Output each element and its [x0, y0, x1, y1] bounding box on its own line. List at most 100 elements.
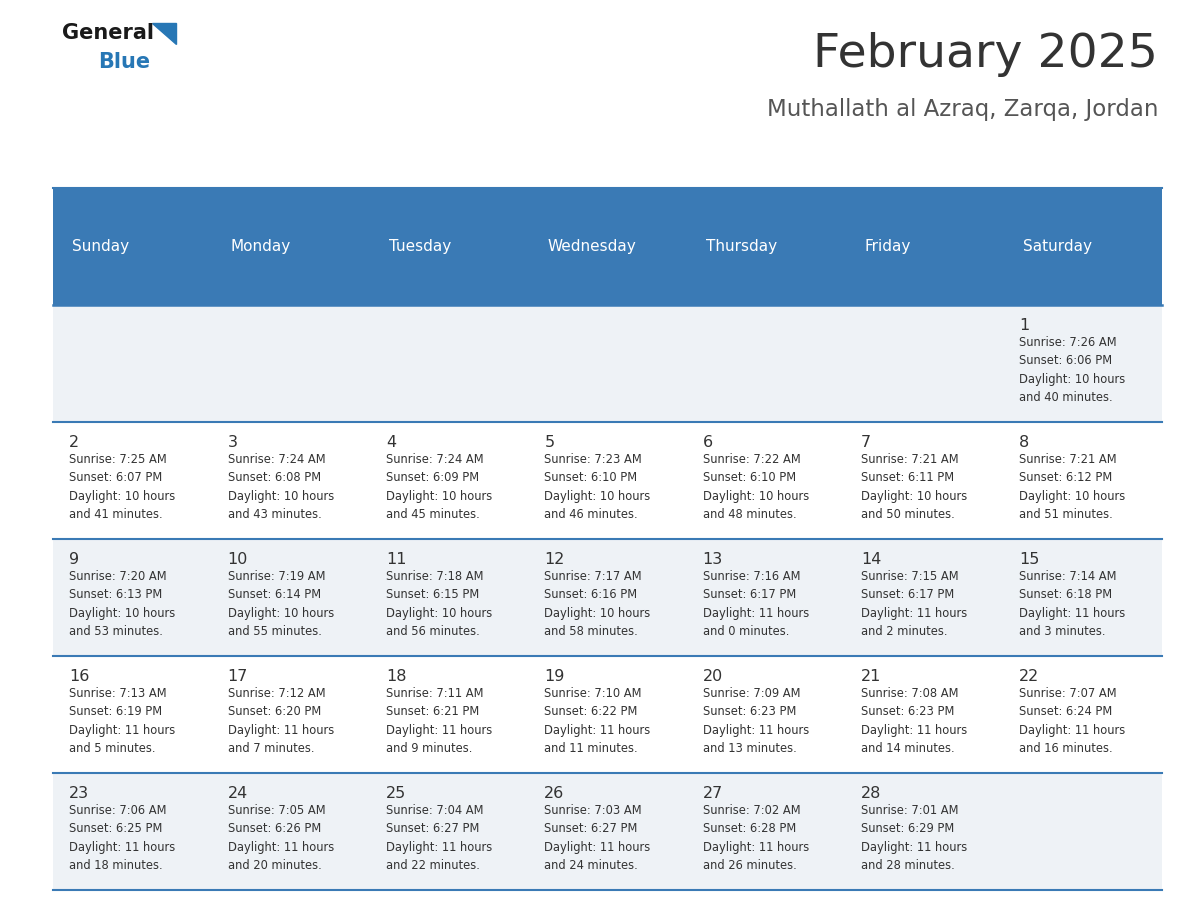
Text: Daylight: 11 hours: Daylight: 11 hours — [69, 723, 176, 737]
Bar — [53, 188, 1162, 305]
Text: Sunrise: 7:12 AM: Sunrise: 7:12 AM — [228, 687, 326, 700]
Text: Sunrise: 7:25 AM: Sunrise: 7:25 AM — [69, 453, 168, 465]
Text: and 56 minutes.: and 56 minutes. — [386, 625, 480, 638]
Text: Daylight: 11 hours: Daylight: 11 hours — [702, 723, 809, 737]
Text: Sunrise: 7:18 AM: Sunrise: 7:18 AM — [386, 570, 484, 583]
Text: Daylight: 11 hours: Daylight: 11 hours — [1019, 723, 1125, 737]
Text: Daylight: 11 hours: Daylight: 11 hours — [861, 723, 967, 737]
Text: and 43 minutes.: and 43 minutes. — [228, 509, 322, 521]
Text: and 11 minutes.: and 11 minutes. — [544, 743, 638, 756]
Text: Sunrise: 7:03 AM: Sunrise: 7:03 AM — [544, 804, 642, 817]
Text: and 45 minutes.: and 45 minutes. — [386, 509, 480, 521]
Text: 9: 9 — [69, 553, 80, 567]
Text: Friday: Friday — [864, 240, 910, 254]
Text: and 13 minutes.: and 13 minutes. — [702, 743, 796, 756]
Text: and 55 minutes.: and 55 minutes. — [228, 625, 322, 638]
Text: and 28 minutes.: and 28 minutes. — [861, 859, 955, 872]
Bar — [53, 422, 1162, 539]
Text: 27: 27 — [702, 787, 723, 801]
Text: and 0 minutes.: and 0 minutes. — [702, 625, 789, 638]
Text: and 50 minutes.: and 50 minutes. — [861, 509, 955, 521]
Text: Daylight: 10 hours: Daylight: 10 hours — [861, 489, 967, 503]
Text: and 5 minutes.: and 5 minutes. — [69, 743, 156, 756]
Text: 17: 17 — [228, 669, 248, 684]
Text: and 18 minutes.: and 18 minutes. — [69, 859, 163, 872]
Text: Sunrise: 7:15 AM: Sunrise: 7:15 AM — [861, 570, 959, 583]
Text: and 24 minutes.: and 24 minutes. — [544, 859, 638, 872]
Text: 8: 8 — [1019, 435, 1030, 450]
Text: Sunset: 6:18 PM: Sunset: 6:18 PM — [1019, 588, 1112, 601]
Text: Daylight: 10 hours: Daylight: 10 hours — [69, 607, 176, 620]
Text: and 7 minutes.: and 7 minutes. — [228, 743, 314, 756]
Text: Sunrise: 7:21 AM: Sunrise: 7:21 AM — [1019, 453, 1117, 465]
Text: Sunset: 6:07 PM: Sunset: 6:07 PM — [69, 471, 163, 484]
Text: Blue: Blue — [99, 52, 151, 73]
Text: Sunrise: 7:23 AM: Sunrise: 7:23 AM — [544, 453, 642, 465]
Text: Sunrise: 7:04 AM: Sunrise: 7:04 AM — [386, 804, 484, 817]
Text: Sunrise: 7:22 AM: Sunrise: 7:22 AM — [702, 453, 801, 465]
Text: 2: 2 — [69, 435, 80, 450]
Text: 11: 11 — [386, 553, 406, 567]
Text: Sunrise: 7:17 AM: Sunrise: 7:17 AM — [544, 570, 642, 583]
Text: Sunrise: 7:26 AM: Sunrise: 7:26 AM — [1019, 336, 1117, 349]
Text: 10: 10 — [228, 553, 248, 567]
Text: Sunset: 6:11 PM: Sunset: 6:11 PM — [861, 471, 954, 484]
Text: General: General — [62, 23, 153, 43]
Text: Sunset: 6:16 PM: Sunset: 6:16 PM — [544, 588, 638, 601]
Text: Sunrise: 7:13 AM: Sunrise: 7:13 AM — [69, 687, 168, 700]
Bar — [53, 539, 1162, 656]
Text: Sunrise: 7:16 AM: Sunrise: 7:16 AM — [702, 570, 801, 583]
Text: Sunrise: 7:07 AM: Sunrise: 7:07 AM — [1019, 687, 1117, 700]
Text: Sunset: 6:08 PM: Sunset: 6:08 PM — [228, 471, 321, 484]
Text: 13: 13 — [702, 553, 723, 567]
Text: and 3 minutes.: and 3 minutes. — [1019, 625, 1106, 638]
Text: 26: 26 — [544, 787, 564, 801]
Text: 23: 23 — [69, 787, 89, 801]
Text: Sunrise: 7:11 AM: Sunrise: 7:11 AM — [386, 687, 484, 700]
Text: Sunset: 6:28 PM: Sunset: 6:28 PM — [702, 823, 796, 835]
Text: Sunrise: 7:08 AM: Sunrise: 7:08 AM — [861, 687, 959, 700]
Text: Sunrise: 7:24 AM: Sunrise: 7:24 AM — [386, 453, 484, 465]
Text: Sunrise: 7:09 AM: Sunrise: 7:09 AM — [702, 687, 801, 700]
Text: Sunset: 6:19 PM: Sunset: 6:19 PM — [69, 705, 163, 718]
Text: Daylight: 10 hours: Daylight: 10 hours — [1019, 373, 1125, 386]
Text: Sunrise: 7:05 AM: Sunrise: 7:05 AM — [228, 804, 326, 817]
Text: Daylight: 11 hours: Daylight: 11 hours — [1019, 607, 1125, 620]
Text: Sunrise: 7:24 AM: Sunrise: 7:24 AM — [228, 453, 326, 465]
Text: and 20 minutes.: and 20 minutes. — [228, 859, 322, 872]
Text: Daylight: 11 hours: Daylight: 11 hours — [228, 723, 334, 737]
Text: Daylight: 10 hours: Daylight: 10 hours — [69, 489, 176, 503]
Text: Sunset: 6:25 PM: Sunset: 6:25 PM — [69, 823, 163, 835]
Text: Sunset: 6:10 PM: Sunset: 6:10 PM — [702, 471, 796, 484]
Text: Sunrise: 7:19 AM: Sunrise: 7:19 AM — [228, 570, 326, 583]
Text: and 53 minutes.: and 53 minutes. — [69, 625, 163, 638]
Text: Daylight: 10 hours: Daylight: 10 hours — [544, 607, 651, 620]
Text: Daylight: 11 hours: Daylight: 11 hours — [861, 841, 967, 854]
Text: 15: 15 — [1019, 553, 1040, 567]
Text: 18: 18 — [386, 669, 406, 684]
Text: 6: 6 — [702, 435, 713, 450]
Text: and 2 minutes.: and 2 minutes. — [861, 625, 948, 638]
Text: and 48 minutes.: and 48 minutes. — [702, 509, 796, 521]
Text: Daylight: 11 hours: Daylight: 11 hours — [544, 841, 651, 854]
Text: and 22 minutes.: and 22 minutes. — [386, 859, 480, 872]
Text: 21: 21 — [861, 669, 881, 684]
Text: Sunrise: 7:06 AM: Sunrise: 7:06 AM — [69, 804, 166, 817]
Text: Daylight: 10 hours: Daylight: 10 hours — [228, 489, 334, 503]
Text: and 14 minutes.: and 14 minutes. — [861, 743, 955, 756]
Text: 22: 22 — [1019, 669, 1040, 684]
Text: Tuesday: Tuesday — [390, 240, 451, 254]
Text: Daylight: 11 hours: Daylight: 11 hours — [228, 841, 334, 854]
Text: and 58 minutes.: and 58 minutes. — [544, 625, 638, 638]
Text: 25: 25 — [386, 787, 406, 801]
Text: and 40 minutes.: and 40 minutes. — [1019, 391, 1113, 404]
Text: Sunset: 6:23 PM: Sunset: 6:23 PM — [702, 705, 796, 718]
Text: 19: 19 — [544, 669, 564, 684]
Bar — [53, 773, 1162, 890]
Text: Sunset: 6:17 PM: Sunset: 6:17 PM — [861, 588, 954, 601]
Text: Sunset: 6:27 PM: Sunset: 6:27 PM — [386, 823, 479, 835]
Text: Sunrise: 7:01 AM: Sunrise: 7:01 AM — [861, 804, 959, 817]
Text: Sunrise: 7:14 AM: Sunrise: 7:14 AM — [1019, 570, 1117, 583]
Text: and 9 minutes.: and 9 minutes. — [386, 743, 473, 756]
Text: 16: 16 — [69, 669, 89, 684]
